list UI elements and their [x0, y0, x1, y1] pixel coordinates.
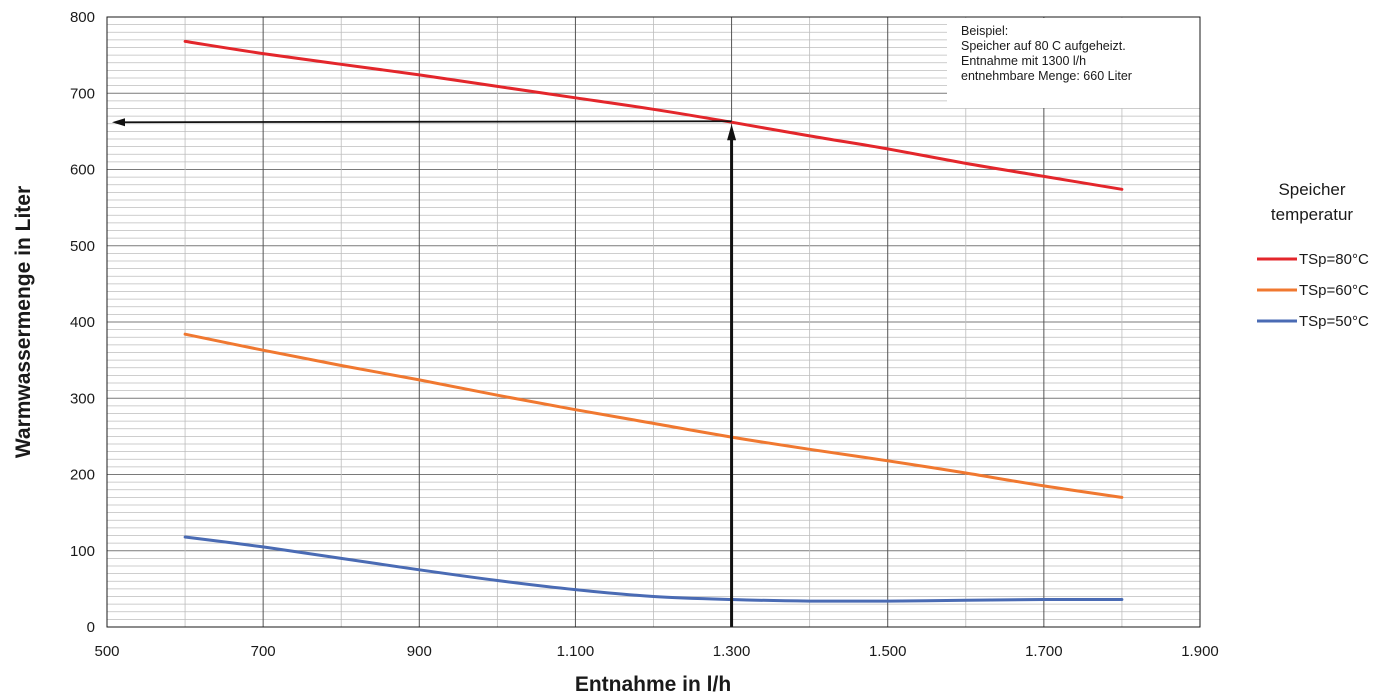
annotation-line-3: Entnahme mit 1300 l/h — [961, 54, 1086, 68]
horizontal-arrow-shaft — [120, 120, 732, 124]
x-axis-title: Entnahme in l/h — [575, 673, 731, 696]
grid-lines — [107, 17, 1200, 627]
legend-title-line-1: Speicher — [1278, 180, 1345, 199]
series-line-1 — [183, 39, 1124, 191]
x-tick-label: 1.300 — [713, 643, 751, 660]
annotation-box — [947, 18, 1201, 108]
y-tick-label: 700 — [70, 85, 95, 102]
legend-label-3: TSp=50°C — [1299, 313, 1369, 330]
legend: Speicher temperatur TSp=80°CTSp=60°CTSp=… — [1257, 180, 1369, 330]
x-tick-label: 1.500 — [869, 643, 907, 660]
y-tick-labels: 0 100 200 300 400 500 600 700 800 — [70, 9, 95, 636]
annotation-line-2: Speicher auf 80 C aufgeheizt. — [961, 39, 1126, 53]
y-tick-label: 500 — [70, 238, 95, 255]
series-lines — [183, 39, 1124, 603]
legend-label-2: TSp=60°C — [1299, 282, 1369, 299]
example-annotation: Beispiel: Speicher auf 80 C aufgeheizt. … — [947, 18, 1201, 108]
x-tick-label: 700 — [251, 643, 276, 660]
y-tick-label: 600 — [70, 162, 95, 179]
horizontal-arrow-head — [112, 118, 125, 127]
plot-frame — [106, 16, 1201, 628]
annotation-line-4: entnehmbare Menge: 660 Liter — [961, 69, 1132, 83]
legend-label-1: TSp=80°C — [1299, 251, 1369, 268]
y-axis-title: Warmwassermenge in Liter — [12, 186, 35, 458]
x-tick-label: 1.100 — [557, 643, 595, 660]
vertical-arrow-head — [727, 124, 737, 141]
x-tick-label: 1.700 — [1025, 643, 1063, 660]
x-tick-label: 900 — [407, 643, 432, 660]
x-tick-label: 500 — [94, 643, 119, 660]
legend-title-line-2: temperatur — [1271, 205, 1354, 224]
series-line-2 — [183, 332, 1124, 499]
series-line-3 — [183, 535, 1124, 603]
example-arrows — [112, 118, 737, 627]
y-tick-label: 400 — [70, 314, 95, 331]
x-tick-label: 1.900 — [1181, 643, 1219, 660]
y-tick-label: 300 — [70, 390, 95, 407]
annotation-line-1: Beispiel: — [961, 24, 1008, 38]
y-tick-label: 800 — [70, 9, 95, 26]
x-tick-labels: 500 700 900 1.100 1.300 1.500 1.700 1.900 — [94, 643, 1218, 660]
y-tick-label: 200 — [70, 467, 95, 484]
y-tick-label: 0 — [87, 619, 95, 636]
y-tick-label: 100 — [70, 543, 95, 560]
legend-items: TSp=80°C TSp=60°C TSp=50°C — [1257, 251, 1369, 330]
